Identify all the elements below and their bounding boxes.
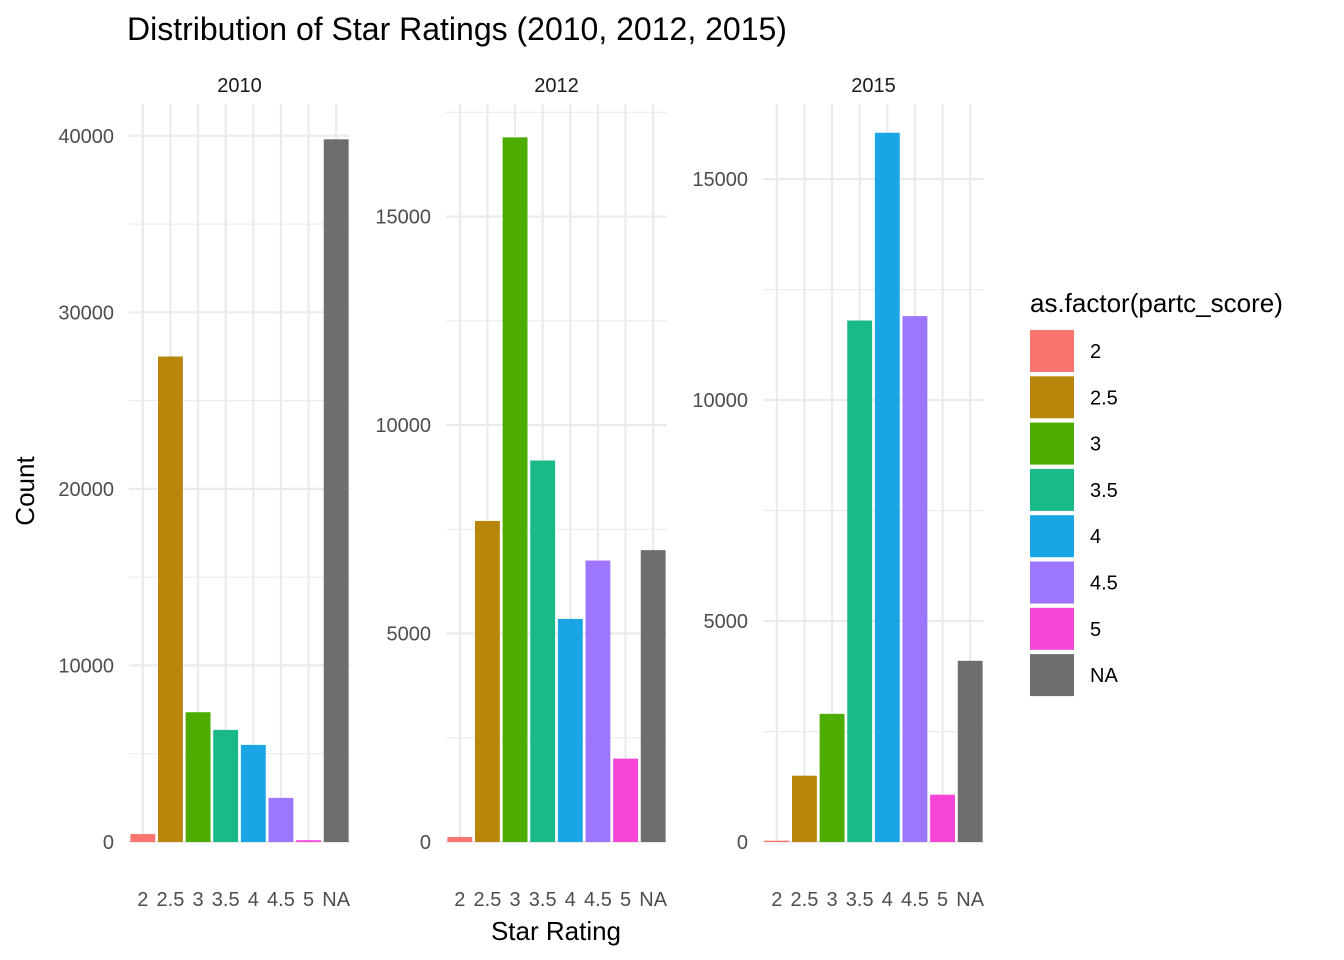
bar-2010-3.5	[213, 729, 239, 842]
facet-strip-label: 2012	[534, 75, 579, 97]
y-tick-label: 5000	[387, 624, 432, 646]
y-tick-label: 40000	[58, 126, 114, 148]
panel-2012: 0 5000 10000 15000 2 2.5 3 3.5 4 4.5 5 NA 2012	[375, 75, 667, 911]
x-tick-label: 2.5	[791, 889, 819, 911]
legend-label: 3	[1090, 434, 1101, 456]
legend-key-3	[1030, 422, 1074, 465]
bar-2012-NA	[640, 550, 666, 842]
x-tick-label: NA	[322, 889, 350, 911]
legend-key-2.5	[1030, 376, 1074, 419]
x-tick-label: 4.5	[584, 889, 612, 911]
y-tick-label: 0	[420, 832, 431, 854]
bar-2012-4	[557, 618, 583, 842]
y-tick-label: 10000	[375, 415, 431, 437]
bar-2015-3.5	[847, 320, 873, 842]
x-tick-label: 2.5	[157, 889, 185, 911]
bar-2015-3	[819, 713, 845, 842]
bar-2015-5	[930, 794, 955, 842]
x-tick-label: 4.5	[267, 889, 295, 911]
bar-2012-3.5	[530, 460, 556, 842]
panel-2010: 0 10000 20000 30000 40000 2 2.5 3 3.5 4 4.5 5 NA 2010	[58, 75, 350, 911]
legend-label: 4	[1090, 526, 1101, 548]
x-tick-label: 2.5	[474, 889, 502, 911]
y-tick-label: 15000	[375, 207, 431, 229]
bar-2012-2	[447, 836, 473, 842]
panel-2015: 0 5000 10000 15000 2 2.5 3 3.5 4 4.5 5 NA 2015	[692, 75, 984, 911]
bar-2012-5	[613, 758, 638, 842]
legend-key-4	[1030, 515, 1074, 558]
legend-key-3.5	[1030, 468, 1074, 511]
x-tick-label: 3.5	[212, 889, 240, 911]
y-tick-label: 0	[103, 832, 114, 854]
bar-2010-4.5	[268, 797, 294, 842]
legend-label: 4.5	[1090, 573, 1118, 595]
bar-2010-2.5	[158, 356, 183, 842]
bar-2010-NA	[323, 139, 349, 842]
y-axis-title: Count	[10, 456, 40, 526]
y-tick-label: 10000	[58, 655, 114, 677]
y-tick-label: 0	[737, 832, 748, 854]
legend-key-4.5	[1030, 561, 1074, 604]
bar-2010-5	[296, 840, 321, 842]
x-tick-label: 5	[937, 889, 948, 911]
legend-key-2	[1030, 330, 1074, 372]
legend-key-5	[1030, 607, 1074, 650]
x-tick-label: 3	[510, 889, 521, 911]
legend-label: NA	[1090, 665, 1118, 687]
x-tick-label: 3	[193, 889, 204, 911]
x-tick-label: 2	[771, 889, 782, 911]
legend: as.factor(partc_score) 2 2.5 3 3.5 4 4.5 5 NA	[1030, 288, 1283, 697]
x-tick-label: 4.5	[901, 889, 929, 911]
facet-strip-label: 2015	[851, 75, 896, 97]
legend-label: 5	[1090, 619, 1101, 641]
bar-2010-3	[185, 712, 211, 842]
x-tick-label: 4	[565, 889, 576, 911]
x-tick-label: 2	[137, 889, 148, 911]
bar-2015-2.5	[792, 775, 817, 842]
x-tick-label: 2	[454, 889, 465, 911]
legend-key-NA	[1030, 654, 1074, 697]
y-tick-label: 30000	[58, 302, 114, 324]
legend-label: 2	[1090, 341, 1101, 363]
bar-2015-4.5	[902, 316, 928, 842]
y-tick-label: 5000	[704, 611, 749, 633]
bar-2015-NA	[957, 660, 983, 842]
y-tick-label: 10000	[692, 390, 748, 412]
x-tick-label: 3.5	[846, 889, 874, 911]
x-tick-label: 5	[303, 889, 314, 911]
x-tick-label: 4	[882, 889, 893, 911]
bar-2012-4.5	[585, 560, 611, 842]
y-tick-label: 15000	[692, 169, 748, 191]
facet-strip-label: 2010	[217, 75, 262, 97]
bar-2010-4	[240, 744, 266, 842]
x-tick-label: NA	[639, 889, 667, 911]
x-axis-title: Star Rating	[491, 916, 621, 946]
y-tick-label: 20000	[58, 479, 114, 501]
bar-2015-2	[764, 840, 790, 842]
bar-2015-4	[874, 132, 900, 842]
bar-2012-3	[502, 137, 528, 842]
legend-title: as.factor(partc_score)	[1030, 288, 1283, 318]
x-tick-label: 4	[248, 889, 259, 911]
x-tick-label: 3	[827, 889, 838, 911]
chart-title: Distribution of Star Ratings (2010, 2012…	[127, 11, 787, 47]
x-tick-label: 3.5	[529, 889, 557, 911]
bar-2012-2.5	[475, 520, 500, 842]
bar-2010-2	[130, 834, 156, 842]
legend-label: 3.5	[1090, 480, 1118, 502]
legend-label: 2.5	[1090, 387, 1118, 409]
x-tick-label: NA	[956, 889, 984, 911]
x-tick-label: 5	[620, 889, 631, 911]
